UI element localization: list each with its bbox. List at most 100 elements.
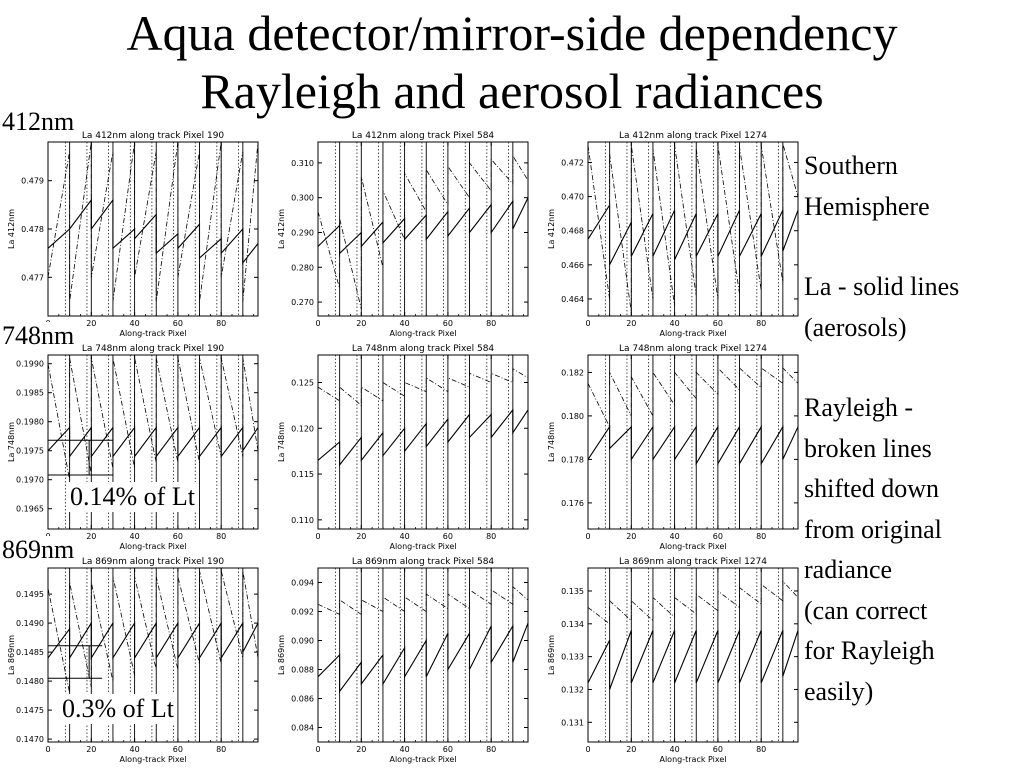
x-tick-label: 20 xyxy=(356,532,366,541)
chart-panel-748nm-pixel-584: La 748nm along track Pixel 584 0 20 40 60 80 A… xyxy=(277,344,529,551)
chart-panel-748nm-pixel-190: La 748nm along track Pixel 190020406080A… xyxy=(7,344,259,551)
note-line: Southern xyxy=(804,151,898,180)
y-tick-label: 0.088 xyxy=(291,666,314,675)
x-tick-label: 60 xyxy=(443,745,453,754)
rayleigh-series-line xyxy=(587,367,799,427)
y-tick-label: 0.310 xyxy=(291,159,314,168)
y-tick-label: 0.300 xyxy=(291,194,314,203)
x-tick-label: 0 xyxy=(315,319,320,328)
chart-title: La 748nm along track Pixel 1274 xyxy=(619,344,767,354)
y-tick-label: 0.115 xyxy=(291,470,314,479)
notes-panel: Southern Hemisphere La - solid lines (ae… xyxy=(804,146,1020,712)
note-line: radiance xyxy=(804,555,893,584)
rayleigh-series-line xyxy=(317,367,529,407)
rayleigh-series-line xyxy=(587,143,799,313)
y-tick-label: 0.1980 xyxy=(16,418,44,427)
y-tick-label: 0.1480 xyxy=(16,677,44,686)
y-tick-label: 0.1965 xyxy=(16,505,44,514)
rayleigh-series-line xyxy=(587,580,799,625)
y-tick-label: 0.090 xyxy=(291,637,314,646)
x-tick-label: 40 xyxy=(130,319,140,328)
plot-frame xyxy=(587,567,799,743)
annotation-869nm-lt-percent: 0.3% of Lt xyxy=(60,694,176,724)
y-axis-label: La 869nm xyxy=(277,635,286,675)
y-tick-label: 0.1970 xyxy=(16,476,44,485)
y-tick-label: 0.290 xyxy=(291,228,314,237)
note-line: La - solid lines xyxy=(804,272,960,301)
note-spacer xyxy=(804,348,1020,388)
y-axis-label: La 748nm xyxy=(277,422,286,462)
x-tick-label: 0 xyxy=(315,532,320,541)
x-tick-label: 20 xyxy=(356,745,366,754)
y-tick-label: 0.280 xyxy=(291,263,314,272)
x-tick-label: 60 xyxy=(173,745,183,754)
y-tick-label: 0.180 xyxy=(561,412,584,421)
note-line: (can correct xyxy=(804,595,928,625)
y-axis-label: La 869nm xyxy=(7,635,16,675)
y-tick-label: 0.178 xyxy=(561,455,584,464)
x-tick-label: 80 xyxy=(756,532,766,541)
chart-panel-412nm-pixel-190: La 412nm along track Pixel 190020406080A… xyxy=(7,131,259,338)
x-tick-label: 40 xyxy=(130,532,140,541)
rayleigh-series-line xyxy=(317,585,529,616)
y-tick-label: 0.1990 xyxy=(16,360,44,369)
slide-title-line-1: Aqua detector/mirror-side dependency xyxy=(126,5,898,61)
x-tick-label: 60 xyxy=(713,532,723,541)
y-tick-label: 0.134 xyxy=(561,620,584,629)
plot-frame xyxy=(587,354,799,530)
x-tick-label: 60 xyxy=(713,745,723,754)
x-tick-label: 40 xyxy=(400,319,410,328)
x-tick-label: 80 xyxy=(486,532,496,541)
x-tick-label: 80 xyxy=(486,319,496,328)
x-axis-label: Along-track Pixel xyxy=(659,542,726,551)
x-axis-label: Along-track Pixel xyxy=(659,329,726,338)
y-tick-label: 0.479 xyxy=(21,177,44,186)
chart-panel-869nm-pixel-1274: La 869nm along track Pixel 1274 0 20 40 60 80… xyxy=(547,557,799,764)
x-tick-label: 0 xyxy=(45,745,50,754)
x-tick-label: 0 xyxy=(315,745,320,754)
note-line: easily) xyxy=(804,676,874,706)
note-line: shifted down xyxy=(804,474,940,503)
y-tick-label: 0.120 xyxy=(291,424,314,433)
aerosol-series-line xyxy=(47,198,259,265)
plot-frame xyxy=(47,354,259,530)
y-tick-label: 0.125 xyxy=(291,378,314,387)
x-tick-label: 80 xyxy=(486,745,496,754)
aerosol-series-line xyxy=(47,425,259,459)
rayleigh-series-line xyxy=(47,357,259,480)
aerosol-series-line xyxy=(587,203,799,266)
y-tick-label: 0.084 xyxy=(291,724,314,733)
aerosol-series-line xyxy=(587,424,799,466)
y-tick-label: 0.086 xyxy=(291,695,314,704)
y-tick-label: 0.477 xyxy=(21,273,44,282)
row-label-412nm: 412nm xyxy=(2,107,77,136)
chart-panel-412nm-pixel-1274: La 412nm along track Pixel 1274 0 20 40 60 80… xyxy=(547,131,799,338)
y-tick-label: 0.132 xyxy=(561,685,584,694)
note-line: Hemisphere xyxy=(804,191,930,221)
row-label-869nm: 869nm xyxy=(2,535,77,564)
y-axis-label: La 412nm xyxy=(7,209,16,249)
y-tick-label: 0.472 xyxy=(561,158,584,167)
aerosol-series-line xyxy=(317,622,529,693)
y-tick-label: 0.1975 xyxy=(16,447,44,456)
x-tick-label: 80 xyxy=(756,745,766,754)
y-tick-label: 0.1475 xyxy=(16,706,44,715)
y-tick-label: 0.182 xyxy=(561,368,584,377)
slide-title-line-2: Rayleigh and aerosol radiances xyxy=(200,63,824,119)
aerosol-series-line xyxy=(587,630,799,690)
x-tick-label: 40 xyxy=(130,745,140,754)
chart-title: La 412nm along track Pixel 1274 xyxy=(619,131,767,141)
note-line: (aerosols) xyxy=(804,312,907,342)
x-tick-label: 80 xyxy=(216,745,226,754)
chart-title: La 412nm along track Pixel 584 xyxy=(352,131,495,141)
chart-title: La 748nm along track Pixel 190 xyxy=(82,344,225,354)
x-tick-label: 40 xyxy=(400,745,410,754)
x-axis-label: Along-track Pixel xyxy=(119,542,186,551)
y-tick-label: 0.092 xyxy=(291,608,314,617)
x-tick-label: 20 xyxy=(626,532,636,541)
x-tick-label: 40 xyxy=(400,532,410,541)
note-line: Rayleigh - xyxy=(804,393,914,422)
rayleigh-series-line xyxy=(47,570,259,693)
y-tick-label: 0.131 xyxy=(561,718,584,727)
x-axis-label: Along-track Pixel xyxy=(119,755,186,764)
